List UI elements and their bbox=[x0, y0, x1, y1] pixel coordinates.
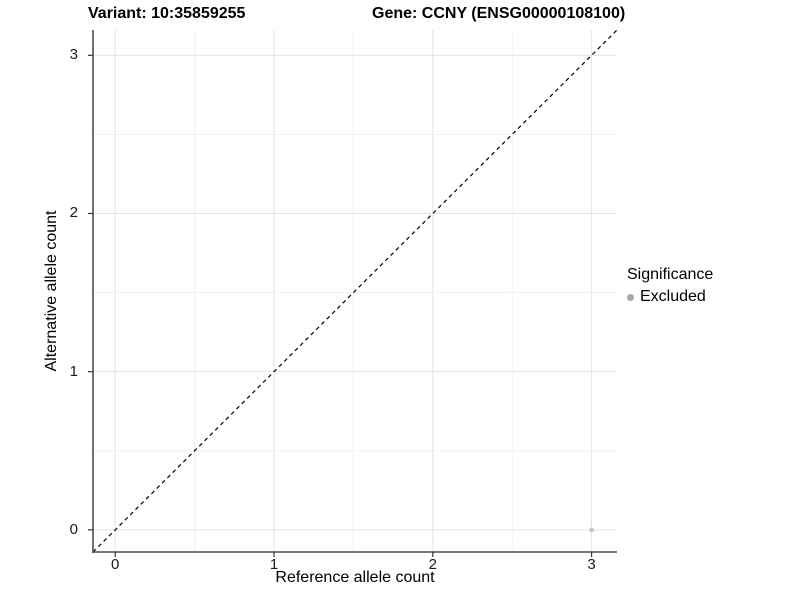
data-point bbox=[589, 527, 594, 533]
legend: Significance Excluded bbox=[627, 266, 713, 306]
legend-item-label: Excluded bbox=[640, 288, 706, 305]
x-tick-label: 0 bbox=[111, 556, 120, 573]
y-tick-label: 1 bbox=[69, 362, 78, 380]
x-tick-label: 1 bbox=[269, 556, 279, 573]
gene-title: Gene: CCNY (ENSG00000108100) bbox=[372, 5, 626, 22]
x-tick-label: 2 bbox=[428, 556, 437, 573]
x-tick-label: 3 bbox=[587, 556, 596, 573]
x-axis-title: Reference allele count bbox=[275, 569, 435, 586]
legend-item-excluded: Excluded bbox=[627, 288, 713, 306]
variant-title: Variant: 10:35859255 bbox=[88, 5, 246, 22]
identity-reference-line bbox=[92, 29, 618, 553]
excluded-point-icon bbox=[627, 293, 634, 301]
y-axis-title: Alternative allele count bbox=[43, 210, 60, 372]
y-tick-label: 0 bbox=[69, 520, 78, 538]
y-tick-label: 2 bbox=[69, 204, 78, 222]
y-tick-label: 3 bbox=[69, 46, 78, 64]
legend-title: Significance bbox=[627, 266, 714, 283]
